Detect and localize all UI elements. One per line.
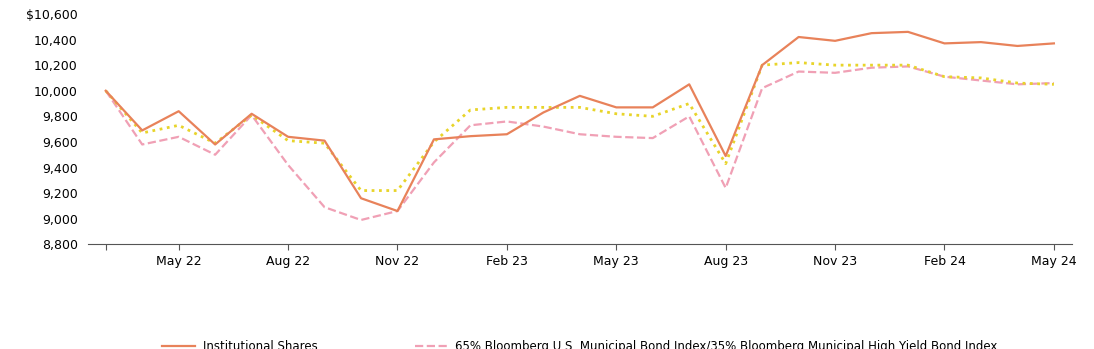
Legend: Institutional Shares, Bloomberg Municipal Bond Index, 65% Bloomberg U.S. Municip: Institutional Shares, Bloomberg Municipa…	[158, 335, 1002, 349]
